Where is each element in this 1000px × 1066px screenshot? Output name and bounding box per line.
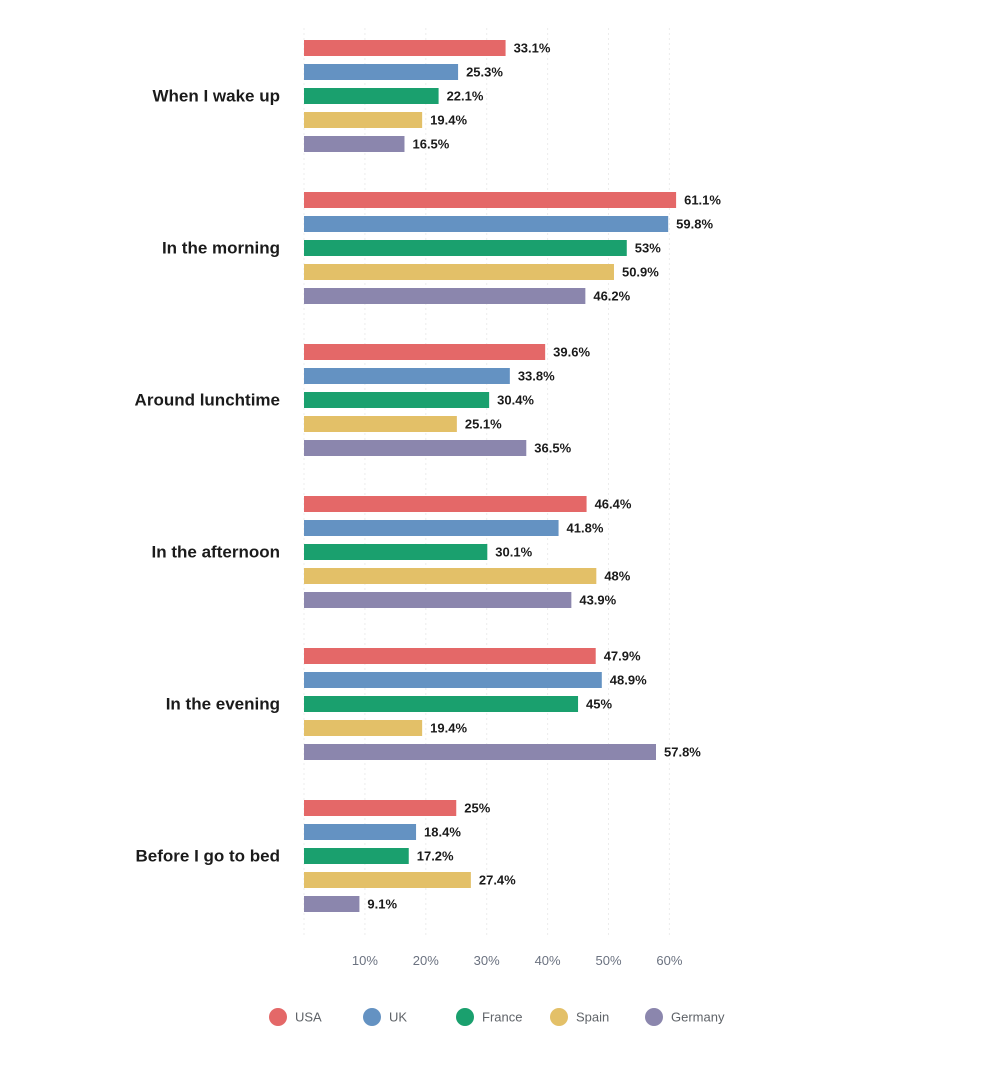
value-label-around-lunchtime-germany: 36.5% bbox=[534, 441, 571, 456]
category-label-in-the-afternoon: In the afternoon bbox=[152, 543, 280, 562]
bar-around-lunchtime-uk bbox=[304, 368, 510, 384]
bar-around-lunchtime-spain bbox=[304, 416, 457, 432]
value-label-before-i-go-to-bed-uk: 18.4% bbox=[424, 825, 461, 840]
value-label-in-the-afternoon-uk: 41.8% bbox=[567, 521, 604, 536]
category-label-around-lunchtime: Around lunchtime bbox=[135, 391, 280, 410]
value-label-in-the-morning-spain: 50.9% bbox=[622, 265, 659, 280]
legend-marker-usa bbox=[269, 1008, 287, 1026]
value-labels: 33.1% 25.3% 22.1% 19.4% 16.5% 61.1% 59.8% 53% 50… bbox=[367, 41, 721, 912]
legend-marker-germany bbox=[645, 1008, 663, 1026]
bar-in-the-afternoon-france bbox=[304, 544, 488, 560]
x-tick-label-30: 30% bbox=[474, 953, 500, 968]
legend-label-germany: Germany bbox=[671, 1010, 725, 1025]
legend-marker-spain bbox=[550, 1008, 568, 1026]
legend-label-usa: USA bbox=[295, 1010, 322, 1025]
value-label-around-lunchtime-uk: 33.8% bbox=[518, 369, 555, 384]
grid-lines bbox=[303, 28, 670, 938]
bar-around-lunchtime-usa bbox=[304, 344, 546, 360]
bar-in-the-morning-uk bbox=[304, 216, 669, 232]
value-label-in-the-evening-usa: 47.9% bbox=[604, 649, 641, 664]
bar-in-the-evening-france bbox=[304, 696, 579, 712]
value-label-when-i-wake-up-usa: 33.1% bbox=[514, 41, 551, 56]
bar-when-i-wake-up-spain bbox=[304, 112, 423, 128]
value-label-in-the-evening-uk: 48.9% bbox=[610, 673, 647, 688]
legend-label-uk: UK bbox=[389, 1010, 407, 1025]
value-label-in-the-afternoon-france: 30.1% bbox=[495, 545, 532, 560]
bar-when-i-wake-up-germany bbox=[304, 136, 405, 152]
value-label-in-the-morning-germany: 46.2% bbox=[593, 289, 630, 304]
bar-in-the-evening-spain bbox=[304, 720, 423, 736]
x-tick-label-10: 10% bbox=[352, 953, 378, 968]
bar-before-i-go-to-bed-france bbox=[304, 848, 409, 864]
value-label-when-i-wake-up-germany: 16.5% bbox=[412, 137, 449, 152]
bar-around-lunchtime-germany bbox=[304, 440, 527, 456]
value-label-in-the-evening-spain: 19.4% bbox=[430, 721, 467, 736]
bar-in-the-afternoon-spain bbox=[304, 568, 597, 584]
bar-in-the-morning-usa bbox=[304, 192, 677, 208]
category-label-in-the-evening: In the evening bbox=[166, 695, 280, 714]
value-label-in-the-morning-usa: 61.1% bbox=[684, 193, 721, 208]
category-labels: When I wake up In the morning Around lunch… bbox=[135, 87, 280, 866]
value-label-before-i-go-to-bed-france: 17.2% bbox=[417, 849, 454, 864]
value-label-in-the-morning-france: 53% bbox=[635, 241, 661, 256]
legend-label-spain: Spain bbox=[576, 1010, 609, 1025]
bar-when-i-wake-up-france bbox=[304, 88, 439, 104]
x-tick-label-60: 60% bbox=[656, 953, 682, 968]
category-label-when-i-wake-up: When I wake up bbox=[152, 87, 280, 106]
bar-in-the-evening-uk bbox=[304, 672, 602, 688]
legend-marker-france bbox=[456, 1008, 474, 1026]
legend-label-france: France bbox=[482, 1010, 522, 1025]
x-axis-ticks: 10% 20% 30% 40% 50% 60% bbox=[352, 953, 683, 968]
value-label-in-the-afternoon-usa: 46.4% bbox=[595, 497, 632, 512]
value-label-around-lunchtime-spain: 25.1% bbox=[465, 417, 502, 432]
bar-in-the-evening-germany bbox=[304, 744, 657, 760]
bar-in-the-afternoon-germany bbox=[304, 592, 572, 608]
value-label-when-i-wake-up-uk: 25.3% bbox=[466, 65, 503, 80]
value-label-in-the-morning-uk: 59.8% bbox=[676, 217, 713, 232]
value-label-around-lunchtime-usa: 39.6% bbox=[553, 345, 590, 360]
value-label-when-i-wake-up-france: 22.1% bbox=[447, 89, 484, 104]
bar-around-lunchtime-france bbox=[304, 392, 490, 408]
value-label-when-i-wake-up-spain: 19.4% bbox=[430, 113, 467, 128]
bar-when-i-wake-up-usa bbox=[304, 40, 506, 56]
category-label-in-the-morning: In the morning bbox=[162, 239, 280, 258]
bar-before-i-go-to-bed-uk bbox=[304, 824, 417, 840]
bar-in-the-morning-france bbox=[304, 240, 627, 256]
value-label-in-the-evening-france: 45% bbox=[586, 697, 612, 712]
category-label-before-i-go-to-bed: Before I go to bed bbox=[136, 847, 281, 866]
bar-in-the-afternoon-uk bbox=[304, 520, 559, 536]
value-label-before-i-go-to-bed-spain: 27.4% bbox=[479, 873, 516, 888]
legend: USA UK France Spain Germany bbox=[269, 1008, 725, 1026]
bars bbox=[304, 40, 677, 912]
bar-in-the-evening-usa bbox=[304, 648, 596, 664]
value-label-in-the-evening-germany: 57.8% bbox=[664, 745, 701, 760]
value-label-around-lunchtime-france: 30.4% bbox=[497, 393, 534, 408]
bar-in-the-morning-spain bbox=[304, 264, 614, 280]
bar-before-i-go-to-bed-germany bbox=[304, 896, 360, 912]
bar-in-the-afternoon-usa bbox=[304, 496, 587, 512]
value-label-before-i-go-to-bed-usa: 25% bbox=[464, 801, 490, 816]
x-tick-label-20: 20% bbox=[413, 953, 439, 968]
value-label-in-the-afternoon-germany: 43.9% bbox=[579, 593, 616, 608]
x-tick-label-50: 50% bbox=[595, 953, 621, 968]
bar-before-i-go-to-bed-spain bbox=[304, 872, 471, 888]
legend-marker-uk bbox=[363, 1008, 381, 1026]
value-label-in-the-afternoon-spain: 48% bbox=[604, 569, 630, 584]
value-label-before-i-go-to-bed-germany: 9.1% bbox=[367, 897, 397, 912]
bar-in-the-morning-germany bbox=[304, 288, 586, 304]
x-tick-label-40: 40% bbox=[535, 953, 561, 968]
bar-when-i-wake-up-uk bbox=[304, 64, 459, 80]
bar-before-i-go-to-bed-usa bbox=[304, 800, 457, 816]
